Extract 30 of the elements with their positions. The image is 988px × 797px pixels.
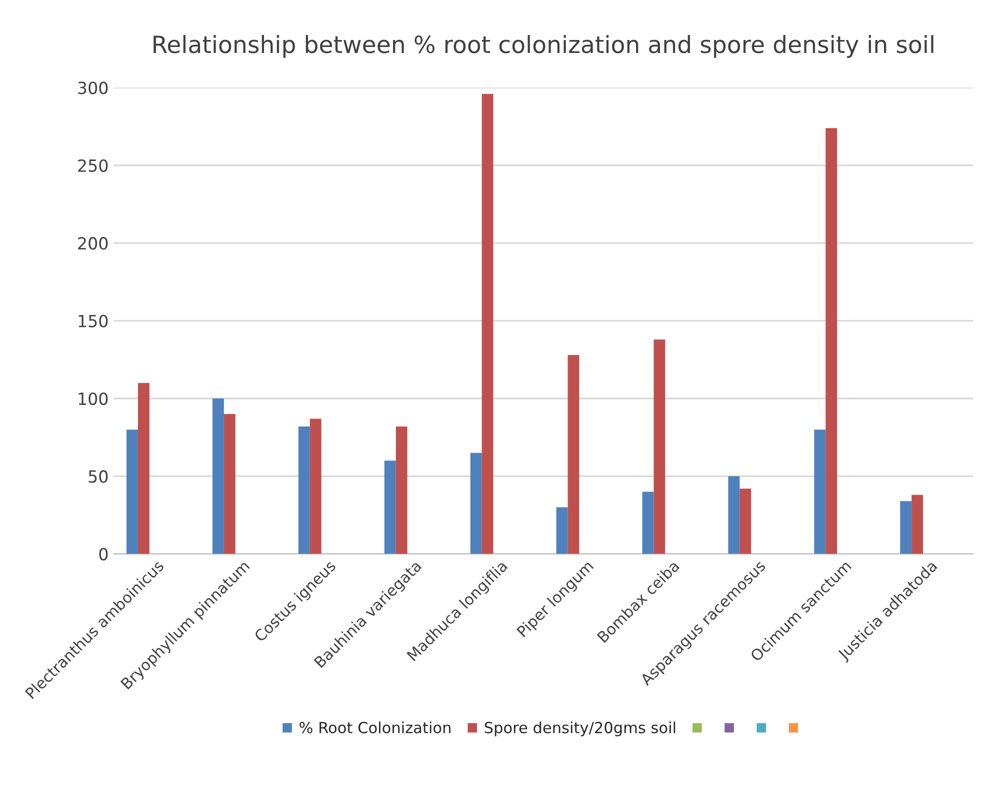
bar [728,476,740,554]
bar [396,426,408,554]
bar [384,460,396,554]
bar [224,414,236,554]
legend-label: Spore density/20gms soil [484,722,676,736]
bar [642,492,654,554]
bar [482,94,494,554]
bar [814,430,826,554]
y-tick-label: 50 [88,470,108,483]
bar [138,382,150,554]
bar [826,128,838,554]
bar [912,494,924,554]
y-tick-label: 250 [78,159,108,172]
y-tick-label: 150 [78,314,108,328]
legend-label: % Root Colonization [300,722,450,734]
bar [654,339,666,554]
bar [470,452,482,554]
y-tick-label: 300 [78,82,108,94]
bar [212,398,224,554]
bar [900,501,912,554]
bar [126,430,138,554]
y-tick-label: 0 [99,548,108,560]
bar [310,418,322,554]
bar [568,354,580,554]
bar [298,426,310,554]
y-tick-label: 100 [78,392,108,406]
bar [556,507,568,554]
y-tick-label: 200 [78,237,108,250]
bar [740,488,752,554]
chart-title: Relationship between % root colonization and spore density in soil [154,35,934,58]
